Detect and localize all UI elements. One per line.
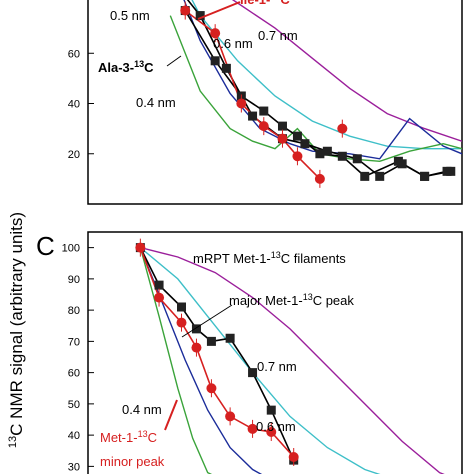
panel-c: C 30 40 50 60 70 80 90 100 mRPT Met-1-13C filam…	[36, 231, 463, 474]
panel-letter-c: C	[36, 231, 55, 261]
label-ala3: Ala-3-13C	[98, 59, 154, 75]
label-minor-peak: minor peak	[100, 454, 165, 469]
label-0-5nm: 0.5 nm	[110, 8, 150, 23]
simulation-line-0-5-nm	[183, 0, 462, 160]
panel-c-markers	[135, 238, 299, 466]
ile1-leader	[197, 1, 241, 20]
data-point-black	[393, 156, 403, 166]
data-point-black	[248, 368, 258, 378]
data-point-black	[225, 333, 235, 343]
label-c-0-7nm: 0.7 nm	[257, 359, 297, 374]
data-point-black	[300, 139, 310, 149]
minor-peak-leader	[164, 399, 178, 431]
data-point-black	[154, 280, 164, 290]
data-point-red	[288, 452, 299, 462]
data-point-black	[221, 63, 231, 73]
y-tick-label: 20	[68, 149, 80, 161]
panel-c-frame	[87, 231, 463, 474]
label-c-0-4nm: 0.4 nm	[122, 402, 162, 417]
simulation-line-0-7-nm	[140, 246, 445, 474]
panel-b-annotations: 0.5 nm 0.6 nm 0.7 nm 0.4 nm Ala-3-13C Il…	[98, 0, 298, 110]
panel-c-y-ticks: 30 40 50 60 70 80 90 100	[62, 243, 94, 473]
data-point-black	[191, 324, 201, 334]
y-tick-label: 60	[68, 48, 80, 60]
data-point-black	[420, 171, 430, 181]
data-point-red	[180, 5, 191, 16]
data-point-red	[277, 133, 288, 144]
y-tick-label: 90	[68, 274, 80, 286]
data-point-red	[247, 423, 258, 434]
data-point-black	[315, 149, 325, 159]
panel-c-annotations: mRPT Met-1-13C filaments major Met-1-13C…	[100, 250, 354, 469]
panel-c-lines	[139, 246, 445, 474]
data-point-red	[314, 173, 325, 184]
data-point-red	[258, 121, 269, 132]
y-tick-label: 100	[62, 243, 80, 255]
simulation-line-0-6-nm	[139, 247, 381, 474]
data-point-black	[277, 121, 287, 131]
data-point-black	[322, 146, 332, 156]
label-met1-minor: Met-1-13C	[100, 429, 157, 445]
y-tick-label: 70	[68, 336, 80, 348]
data-point-red	[236, 98, 247, 109]
data-point-red	[225, 411, 236, 422]
data-point-black	[195, 11, 205, 21]
data-point-red	[266, 427, 277, 437]
y-tick-label: 60	[68, 368, 80, 380]
data-point-black	[206, 336, 216, 346]
y-tick-label: 80	[68, 305, 80, 317]
data-point-black	[375, 171, 385, 181]
data-point-red	[191, 342, 202, 353]
panel-c-title: mRPT Met-1-13C filaments	[193, 250, 346, 266]
data-point-red	[206, 383, 217, 394]
data-point-black	[352, 154, 362, 164]
ala3-leader	[166, 55, 182, 67]
data-point-red	[337, 123, 348, 134]
simulation-line-0-4-nm	[139, 247, 213, 474]
y-tick-label: 30	[68, 461, 80, 473]
label-0-7nm: 0.7 nm	[258, 28, 298, 43]
panel-b-y-ticks: 20 40 60	[68, 48, 94, 161]
data-point-red	[135, 242, 146, 253]
data-point-black	[266, 405, 276, 415]
panel-b-frame	[87, 0, 463, 205]
data-point-red	[154, 292, 165, 303]
panel-b: 20 40 60 0.5 nm 0.6 nm 0.7 nm 0.4 nm Ala-3…	[68, 0, 463, 205]
simulation-line-0-7-nm	[231, 0, 462, 142]
data-point-red	[292, 151, 303, 162]
label-ile1: Ile-1-13C	[240, 0, 290, 7]
data-point-black	[210, 56, 220, 66]
data-point-black	[292, 131, 302, 141]
data-point-red	[176, 317, 187, 328]
data-point-black	[337, 151, 347, 161]
y-tick-label: 40	[68, 99, 80, 111]
major-peak-leader	[181, 304, 233, 338]
panel-b-markers	[180, 1, 456, 188]
data-point-black	[360, 171, 370, 181]
simulation-line-0-5-nm	[139, 247, 263, 474]
label-c-0-6nm: 0.6 nm	[256, 419, 296, 434]
label-major-peak: major Met-1-13C peak	[229, 292, 354, 308]
data-point-black	[248, 111, 258, 121]
data-point-black	[177, 302, 186, 312]
y-axis-label: 13C NMR signal (arbitrary units)	[7, 212, 26, 448]
label-0-4nm: 0.4 nm	[136, 95, 176, 110]
y-tick-label: 40	[68, 430, 80, 442]
label-0-6nm: 0.6 nm	[213, 36, 253, 51]
data-point-black	[259, 106, 269, 116]
data-point-black	[446, 166, 456, 176]
data-point-red	[210, 28, 221, 39]
y-tick-label: 50	[68, 399, 80, 411]
